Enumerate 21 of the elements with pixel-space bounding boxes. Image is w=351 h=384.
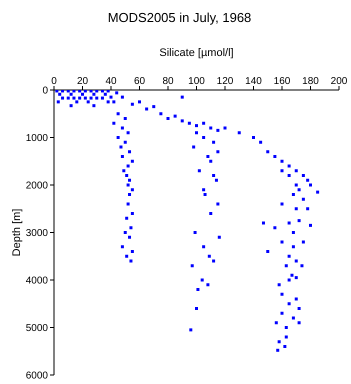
- y-tick-label: 6000: [26, 370, 48, 382]
- x-tick-label: 60: [134, 76, 146, 87]
- x-tick-label: 80: [162, 76, 174, 87]
- x-tick-label: 180: [302, 76, 320, 87]
- y-tick-label: 0: [42, 86, 48, 97]
- chart-title: MODS2005 in July, 1968: [106, 10, 252, 25]
- x-tick-label: 200: [330, 76, 348, 87]
- x-tick-label: 20: [76, 76, 88, 87]
- y-tick-label: 5000: [26, 323, 48, 334]
- y-axis-title: Depth [m]: [10, 208, 23, 256]
- x-tick-label: 120: [216, 76, 234, 87]
- x-tick-label: 100: [188, 76, 206, 87]
- y-tick-label: 4000: [26, 276, 48, 287]
- x-tick-label: 40: [105, 76, 117, 87]
- x-axis-title: Silicate [µmol/l]: [159, 46, 234, 59]
- x-tick-label: 0: [51, 76, 58, 87]
- x-tick-label: 160: [274, 76, 291, 87]
- y-tick-label: 2000: [26, 180, 48, 192]
- y-tick-label: 3000: [26, 228, 48, 240]
- x-tick-label: 140: [245, 76, 262, 87]
- y-tick-label: 1000: [26, 133, 48, 144]
